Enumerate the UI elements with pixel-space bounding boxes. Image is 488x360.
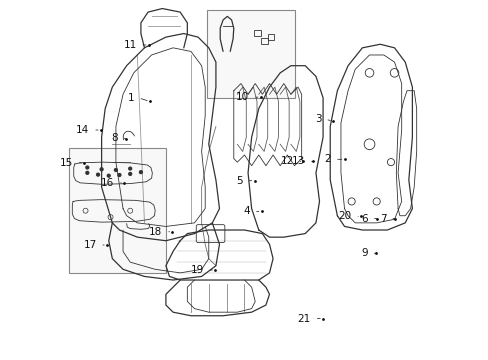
Text: 9: 9 <box>361 248 367 258</box>
Bar <box>206 10 294 98</box>
Circle shape <box>107 174 110 177</box>
Bar <box>254 30 260 36</box>
Bar <box>69 148 165 273</box>
Text: 21: 21 <box>297 314 310 324</box>
Text: 19: 19 <box>190 265 203 275</box>
Text: 18: 18 <box>149 227 162 237</box>
Text: 4: 4 <box>243 206 250 216</box>
Text: 3: 3 <box>314 114 321 124</box>
Text: 8: 8 <box>111 133 118 143</box>
Circle shape <box>128 172 131 175</box>
Text: 13: 13 <box>291 157 305 166</box>
Circle shape <box>97 173 99 176</box>
Text: 16: 16 <box>101 178 114 188</box>
Bar <box>267 33 274 40</box>
Text: 17: 17 <box>83 240 97 250</box>
Text: 5: 5 <box>236 176 243 186</box>
Circle shape <box>128 167 131 170</box>
Bar <box>261 38 267 44</box>
Text: 12: 12 <box>280 157 293 166</box>
Circle shape <box>100 168 103 171</box>
Text: 10: 10 <box>236 92 248 102</box>
Text: 6: 6 <box>361 213 367 224</box>
Text: 20: 20 <box>338 211 351 221</box>
Text: 15: 15 <box>60 158 73 168</box>
Text: 11: 11 <box>123 40 136 50</box>
Circle shape <box>139 171 142 174</box>
Text: 1: 1 <box>128 93 135 103</box>
Circle shape <box>86 171 88 174</box>
Circle shape <box>114 168 117 171</box>
Text: 14: 14 <box>76 125 89 135</box>
Circle shape <box>86 166 88 169</box>
Text: 2: 2 <box>324 154 331 164</box>
Text: 7: 7 <box>379 213 386 224</box>
Circle shape <box>118 174 121 176</box>
